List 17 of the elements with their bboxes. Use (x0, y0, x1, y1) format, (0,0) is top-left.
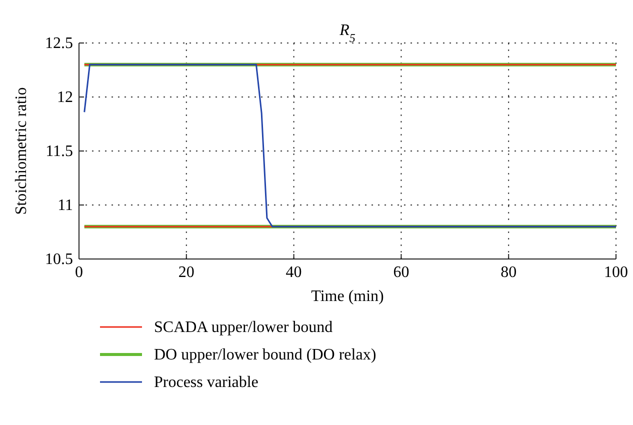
x-tick-label: 0 (75, 264, 83, 281)
chart-title: R$_{5}$ (338, 22, 356, 45)
legend-label: Process variable (154, 374, 258, 391)
y-tick-label: 11.5 (46, 143, 73, 160)
y-tick-label: 12 (57, 89, 73, 106)
y-tick-label: 12.5 (45, 35, 73, 52)
x-tick-label: 20 (178, 264, 194, 281)
x-tick-label: 100 (604, 264, 628, 281)
x-tick-label: 80 (500, 264, 517, 281)
y-axis-title: Stoichiometric ratio (13, 87, 30, 215)
y-tick-label: 11 (58, 197, 73, 214)
legend-label: DO upper/lower bound (DO relax) (154, 346, 376, 364)
x-tick-label: 60 (393, 264, 410, 281)
y-tick-label: 10.5 (45, 251, 73, 268)
x-tick-label: 40 (286, 264, 302, 281)
legend-label: SCADA upper/lower bound (154, 319, 333, 336)
x-axis-title: Time (min) (311, 288, 384, 305)
